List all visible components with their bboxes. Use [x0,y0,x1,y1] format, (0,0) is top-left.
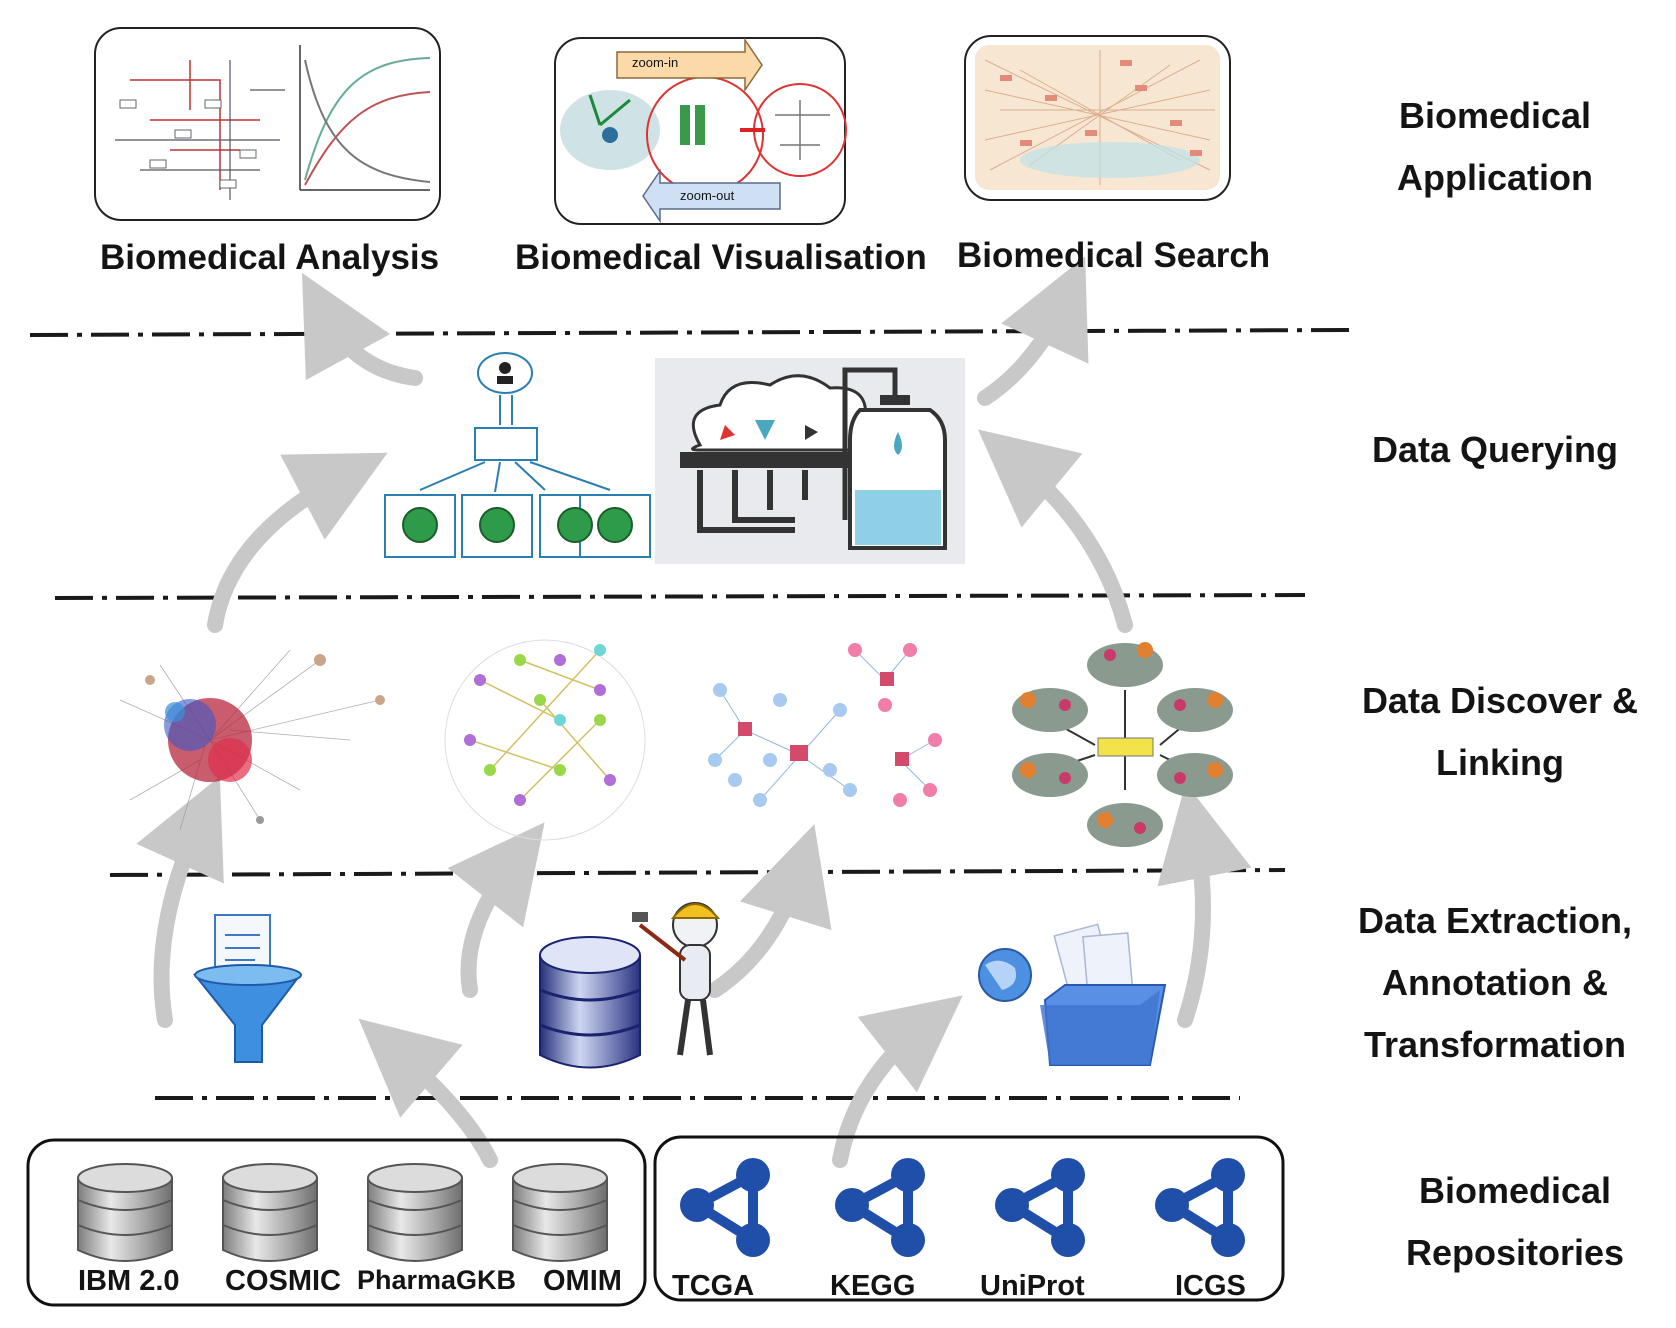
analysis-panel-graphic [94,27,441,221]
zoom-in-label: zoom-in [632,55,679,70]
arrow-extract-to-linking-1 [136,776,224,1028]
silver-databases [77,1163,608,1262]
analysis-label: Biomedical Analysis [100,238,440,277]
globe-folder-graphic [978,923,1167,1066]
repository-label: KEGG [830,1270,916,1302]
layer-label-linking: Data Discover & Linking [1361,680,1639,783]
network-graph-4 [1012,642,1233,847]
search-label: Biomedical Search [957,236,1271,275]
repository-label: PharmaGKB [357,1265,517,1295]
arrow-extract-to-linking-4 [1157,782,1252,1028]
arrow-linking-to-querying-right [977,429,1133,633]
network-icons [680,1158,1245,1257]
repository-boxes [26,1135,1285,1307]
zoom-out-arrow [642,168,781,224]
layer-label-querying: Data Querying [1371,429,1619,470]
visualisation-label: Biomedical Visualisation [515,238,927,277]
network-graph-1 [119,649,385,831]
layer-label-extraction: Data Extraction, Annotation & Transforma… [1357,900,1633,1065]
repository-label: UniProt [980,1270,1085,1302]
layer-label-repositories: Biomedical Repositories [1405,1170,1625,1273]
layer-label-application: Biomedical Application [1397,95,1593,198]
zoom-out-label: zoom-out [680,188,735,203]
arrow-to-analysis [301,272,423,386]
repository-label: OMIM [543,1265,622,1297]
repository-label: IBM 2.0 [78,1265,180,1297]
network-icon [680,1158,770,1257]
repository-label: COSMIC [225,1265,341,1297]
separator-line [54,593,1306,600]
flow-arrows [136,256,1252,1168]
separator-line [29,328,1351,337]
repository-label: TCGA [672,1270,755,1302]
repository-green-nodes [402,507,633,543]
database-icon [512,1163,608,1262]
data-lake-graphic [655,358,965,564]
arrow-repo-to-extract-left [358,1018,498,1168]
database-miner-graphic [539,902,721,1069]
arrow-extract-to-linking-2 [447,822,545,998]
repository-label: ICGS [1175,1270,1246,1302]
search-panel-graphic [964,35,1231,201]
network-icon [835,1158,925,1257]
network-icon [1155,1158,1245,1257]
arrow-to-search [977,256,1089,406]
separator-line [109,868,1286,877]
database-icon [367,1163,463,1262]
network-icon [995,1158,1085,1257]
network-graph-3 [708,643,942,807]
arrow-linking-to-querying-left [207,452,388,633]
database-icon [222,1163,318,1262]
network-graph-2 [444,639,646,841]
zoom-in-arrow [616,37,763,93]
filter-funnel-graphic [192,914,303,1063]
visualisation-panel-graphic [554,37,847,225]
database-icon [77,1163,173,1262]
layer-separators [29,328,1351,1100]
arrow-extract-to-linking-3 [707,824,832,998]
arrow-repo-to-extract-right [832,995,963,1168]
